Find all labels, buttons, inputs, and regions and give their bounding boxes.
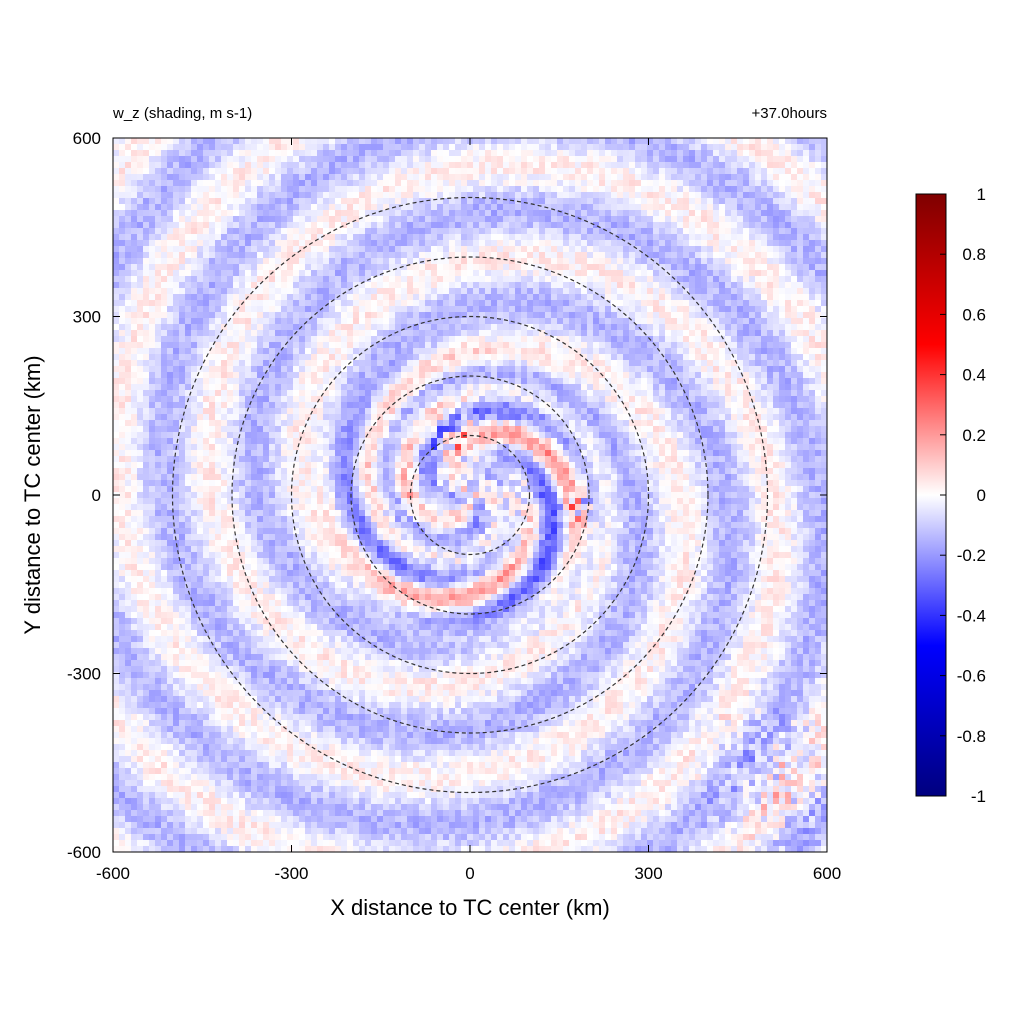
colorbar-tick-label: -0.6	[957, 667, 986, 686]
colorbar-tick-label: 0	[977, 486, 986, 505]
colorbar-tick-label: 0.6	[962, 305, 986, 324]
range-ring	[231, 256, 709, 734]
x-tick-label: 300	[634, 864, 662, 883]
colorbar-tick-label: -0.2	[957, 546, 986, 565]
colorbar-tick-label: 1	[977, 185, 986, 204]
y-tick-label: 600	[73, 129, 101, 148]
range-ring	[350, 375, 590, 615]
x-tick-label: 0	[465, 864, 474, 883]
chart-title-right: +37.0hours	[752, 105, 827, 122]
x-axis-label: X distance to TC center (km)	[330, 895, 610, 920]
colorbar-tick-label: -1	[971, 787, 986, 806]
y-axis: -600 -300 0 300 600	[67, 129, 827, 862]
y-tick-label: -300	[67, 665, 101, 684]
x-axis: -600 -300 0 300 600	[96, 138, 841, 883]
colorbar-ticks: 1 0.8 0.6 0.4 0.2 0 -0.2 -0.4 -0.6 -0.8 -1	[940, 185, 986, 806]
range-ring	[409, 434, 531, 556]
colorbar-tick-label: 0.2	[962, 426, 986, 445]
y-tick-label: 300	[73, 308, 101, 327]
range-ring	[290, 315, 650, 675]
colorbar-tick-label: -0.4	[957, 606, 986, 625]
chart-title-left: w_z (shading, m s-1)	[112, 105, 252, 122]
x-tick-label: -300	[274, 864, 308, 883]
range-ring	[171, 196, 769, 794]
colorbar-tick-label: -0.8	[957, 727, 986, 746]
range-rings	[171, 196, 769, 794]
colorbar-tick-label: 0.4	[962, 366, 986, 385]
x-tick-label: -600	[96, 864, 130, 883]
y-axis-label: Y distance to TC center (km)	[20, 355, 45, 634]
y-tick-label: -600	[67, 843, 101, 862]
x-tick-label: 600	[813, 864, 841, 883]
heatmap-field	[113, 138, 827, 852]
y-tick-label: 0	[92, 486, 101, 505]
colorbar-tick-label: 0.8	[962, 245, 986, 264]
